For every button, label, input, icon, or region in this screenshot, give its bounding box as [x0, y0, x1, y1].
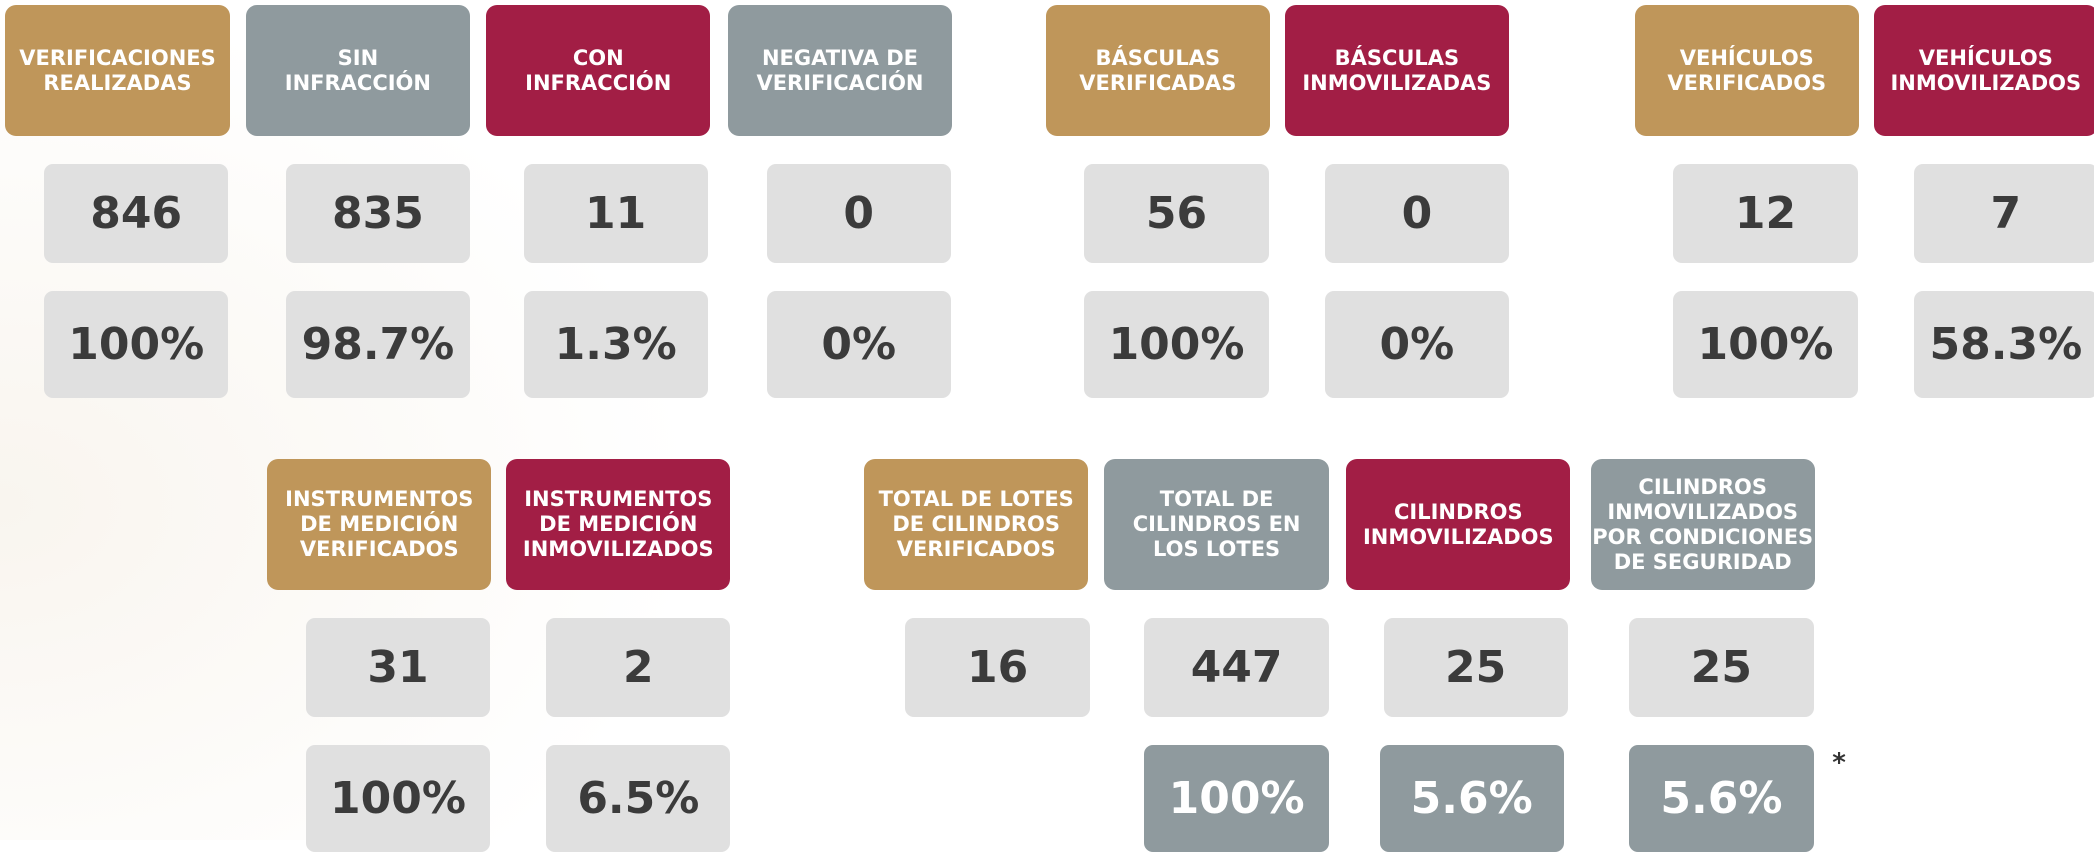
- percent-box: 0%: [1324, 291, 1510, 398]
- header-line: INFRACCIÓN: [525, 70, 672, 95]
- header-line: BÁSCULAS: [1334, 45, 1460, 70]
- card-header: SIN INFRACCIÓN: [245, 5, 471, 137]
- header-line: INSTRUMENTOS: [285, 487, 474, 512]
- header-line: INMOVILIZADOS: [1890, 70, 2082, 95]
- card-header: NEGATIVA DE VERIFICACIÓN: [727, 5, 953, 137]
- header-line: VERIFICADOS: [299, 537, 459, 562]
- header-line: REALIZADAS: [43, 70, 192, 95]
- card-header: INSTRUMENTOS DE MEDICIÓN INMOVILIZADOS: [506, 459, 731, 591]
- header-line: CON: [572, 45, 624, 70]
- count-box: 0: [1324, 164, 1510, 264]
- header-line: DE MEDICIÓN: [300, 512, 459, 537]
- percent-box: 100%: [305, 745, 491, 852]
- header-line: NEGATIVA DE: [761, 45, 919, 70]
- percent-box: 100%: [1673, 291, 1858, 398]
- header-line: VEHÍCULOS: [1918, 45, 2053, 70]
- count-box: 25: [1629, 618, 1814, 718]
- count-box: 12: [1673, 164, 1858, 264]
- header-line: VERIFICADAS: [1079, 70, 1237, 95]
- header-line: VEHÍCULOS: [1679, 45, 1814, 70]
- percent-box: 58.3%: [1913, 291, 2094, 398]
- card-header: CILINDROS INMOVILIZADOS POR CONDICIONES DE …: [1590, 459, 1815, 591]
- header-line: INMOVILIZADAS: [1302, 70, 1492, 95]
- header-line: INSTRUMENTOS: [524, 487, 713, 512]
- percent-box: 5.6%: [1379, 745, 1564, 852]
- header-line: TOTAL DE LOTES: [878, 487, 1074, 512]
- count-box: 56: [1084, 164, 1269, 264]
- percent-box: 1.3%: [523, 291, 708, 398]
- footnote: *: [1832, 747, 1846, 778]
- percent-box: 5.6%: [1629, 745, 1814, 852]
- card-header: CILINDROS INMOVILIZADOS: [1346, 459, 1571, 591]
- header-line: DE SEGURIDAD: [1613, 549, 1792, 574]
- header-line: INMOVILIZADOS: [1607, 499, 1799, 524]
- header-line: SIN: [337, 45, 379, 70]
- header-line: CILINDROS EN: [1132, 512, 1301, 537]
- card-header: VEHÍCULOS INMOVILIZADOS: [1873, 5, 2094, 137]
- header-line: POR CONDICIONES: [1592, 524, 1814, 549]
- count-box: 835: [285, 164, 471, 264]
- count-box: 7: [1913, 164, 2094, 264]
- header-line: VERIFICADOS: [1667, 70, 1827, 95]
- header-line: INMOVILIZADOS: [1362, 524, 1554, 549]
- card-header: TOTAL DE LOTES DE CILINDROS VERIFICADOS: [864, 459, 1089, 591]
- header-line: BÁSCULAS: [1095, 45, 1221, 70]
- percent-box: 100%: [1144, 745, 1329, 852]
- header-line: VERIFICADOS: [896, 537, 1056, 562]
- percent-box: 0%: [766, 291, 951, 398]
- header-line: VERIFICACIÓN: [756, 70, 924, 95]
- card-header: TOTAL DE CILINDROS EN LOS LOTES: [1104, 459, 1329, 591]
- header-line: DE MEDICIÓN: [539, 512, 698, 537]
- count-box: 25: [1383, 618, 1568, 718]
- card-header: VERIFICACIONES REALIZADAS: [5, 5, 230, 137]
- card-header: VEHÍCULOS VERIFICADOS: [1634, 5, 1859, 137]
- card-header: INSTRUMENTOS DE MEDICIÓN VERIFICADOS: [267, 459, 492, 591]
- header-line: INFRACCIÓN: [284, 70, 431, 95]
- count-box: 2: [546, 618, 731, 718]
- header-line: TOTAL DE: [1159, 487, 1274, 512]
- count-box: 31: [305, 618, 491, 718]
- header-line: DE CILINDROS: [892, 512, 1061, 537]
- count-box: 0: [766, 164, 951, 264]
- percent-box: 6.5%: [546, 745, 731, 852]
- percent-box: 100%: [1084, 291, 1269, 398]
- count-box: 11: [523, 164, 708, 264]
- count-box: 846: [44, 164, 229, 264]
- count-box: 447: [1144, 618, 1329, 718]
- count-box: 16: [905, 618, 1090, 718]
- header-line: CILINDROS: [1638, 474, 1767, 499]
- header-line: INMOVILIZADOS: [522, 537, 714, 562]
- header-line: CILINDROS: [1394, 499, 1523, 524]
- card-header: BÁSCULAS INMOVILIZADAS: [1284, 5, 1510, 137]
- header-line: LOS LOTES: [1152, 537, 1281, 562]
- percent-box: 100%: [44, 291, 229, 398]
- percent-box: 98.7%: [285, 291, 471, 398]
- card-header: CON INFRACCIÓN: [486, 5, 711, 137]
- card-header: BÁSCULAS VERIFICADAS: [1045, 5, 1270, 137]
- header-line: VERIFICACIONES: [19, 45, 216, 70]
